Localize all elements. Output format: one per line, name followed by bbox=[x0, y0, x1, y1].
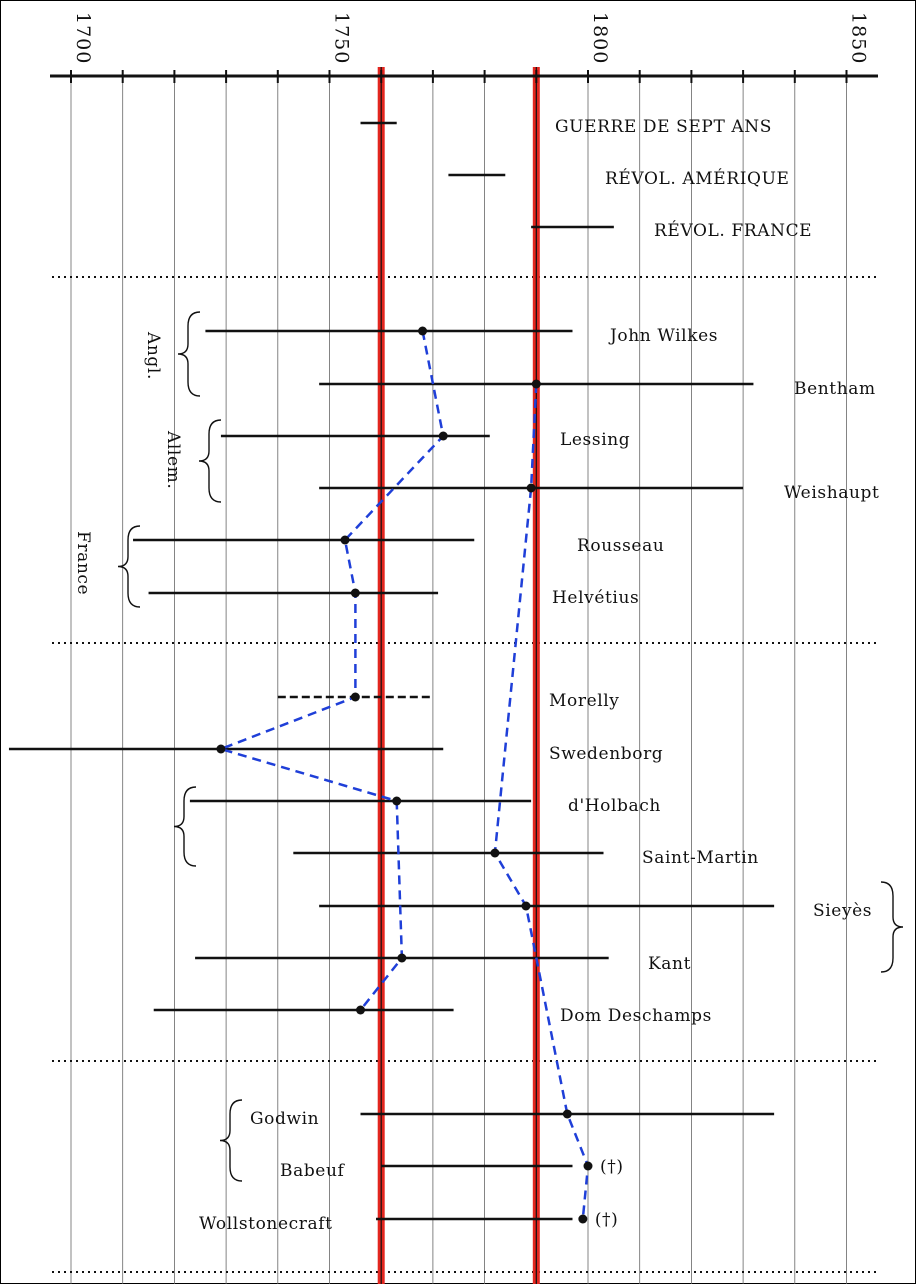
section-separators bbox=[52, 276, 880, 1273]
person-label: Lessing bbox=[560, 430, 630, 450]
person-point bbox=[526, 483, 536, 493]
grid-lines bbox=[70, 70, 847, 1284]
person-point bbox=[531, 379, 541, 389]
person-label: Babeuf bbox=[280, 1161, 346, 1181]
person-point bbox=[350, 692, 360, 702]
axis-tick-label: 1800 bbox=[589, 12, 611, 64]
person-point bbox=[583, 1161, 593, 1171]
axis-tick-label: 1700 bbox=[72, 12, 94, 64]
person-point bbox=[490, 848, 500, 858]
highlight-year-bands bbox=[377, 67, 540, 1284]
event-label: RÉVOL. FRANCE bbox=[654, 220, 812, 241]
group-brace bbox=[117, 525, 141, 608]
row-labels: GUERRE DE SEPT ANS RÉVOL. AMÉRIQUE RÉVOL. … bbox=[199, 117, 879, 1234]
person-point bbox=[392, 796, 402, 806]
person-point bbox=[562, 1109, 572, 1119]
event-bars bbox=[360, 121, 614, 229]
person-label: d'Holbach bbox=[568, 796, 661, 816]
death-mark-label: (†) bbox=[600, 1157, 624, 1177]
person-label: Sieyès bbox=[813, 901, 872, 921]
person-label: Rousseau bbox=[577, 536, 664, 556]
person-point bbox=[521, 901, 531, 911]
person-point bbox=[397, 953, 407, 963]
person-point bbox=[340, 535, 350, 545]
group-brace bbox=[177, 311, 201, 397]
person-bars bbox=[8, 329, 775, 1221]
person-points bbox=[216, 326, 593, 1224]
axis-tick-label: 1750 bbox=[331, 12, 353, 64]
group-brace bbox=[198, 419, 222, 503]
person-label: Dom Deschamps bbox=[560, 1006, 712, 1026]
person-point bbox=[438, 431, 448, 441]
group-label: Allem. bbox=[163, 430, 183, 489]
group-brackets: Angl. Allem. France bbox=[73, 311, 904, 1182]
axis-tick-label: 1850 bbox=[848, 12, 870, 64]
person-point bbox=[350, 588, 360, 598]
person-label: Weishaupt bbox=[784, 483, 879, 503]
person-label: Saint-Martin bbox=[642, 848, 759, 868]
group-label: Angl. bbox=[143, 331, 163, 380]
person-point bbox=[356, 1005, 366, 1015]
event-label: GUERRE DE SEPT ANS bbox=[555, 117, 772, 137]
group-brace bbox=[880, 881, 904, 973]
group-brace bbox=[173, 786, 197, 867]
person-point bbox=[418, 326, 428, 336]
death-mark-label: (†) bbox=[595, 1210, 619, 1230]
person-label: Morelly bbox=[549, 691, 620, 711]
connector-path bbox=[217, 330, 445, 1011]
person-point bbox=[216, 744, 226, 754]
person-label: Helvétius bbox=[552, 588, 639, 608]
person-label: Godwin bbox=[250, 1109, 319, 1129]
person-label: Wollstonecraft bbox=[199, 1214, 333, 1234]
group-label: France bbox=[73, 531, 93, 595]
person-label: Bentham bbox=[794, 379, 876, 399]
event-label: RÉVOL. AMÉRIQUE bbox=[605, 168, 790, 189]
person-label: John Wilkes bbox=[608, 326, 718, 346]
person-label: Kant bbox=[648, 954, 691, 974]
group-brace bbox=[219, 1099, 243, 1182]
person-point bbox=[578, 1214, 588, 1224]
person-label: Swedenborg bbox=[549, 744, 663, 764]
year-axis: 1700 1750 1800 1850 bbox=[50, 12, 878, 83]
